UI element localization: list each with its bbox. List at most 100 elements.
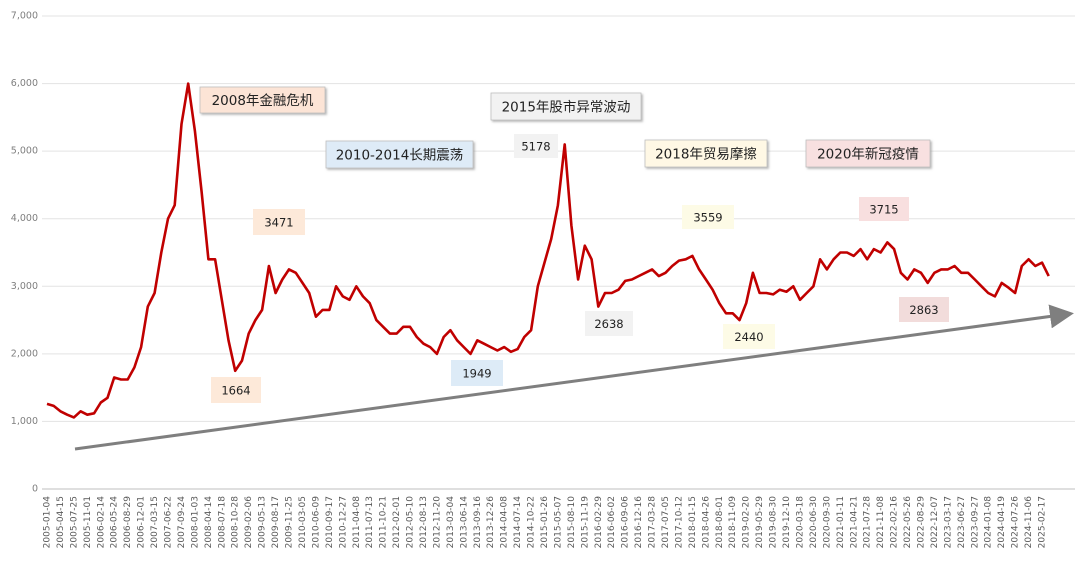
x-tick-label: 2013-03-04 xyxy=(446,496,456,549)
x-tick-label: 2024-11-06 xyxy=(1024,496,1034,549)
x-tick-label: 2007-03-15 xyxy=(150,496,160,548)
point-label-box xyxy=(682,205,734,229)
point-label-box xyxy=(514,134,558,158)
x-tick-label: 2015-05-07 xyxy=(553,496,563,548)
x-tick-label: 2011-07-13 xyxy=(365,496,375,548)
x-tick-label: 2015-01-26 xyxy=(540,496,550,549)
annotation-text: 2010-2014长期震荡 xyxy=(336,148,464,164)
annotation-box xyxy=(199,86,326,114)
x-tick-label: 2021-11-08 xyxy=(876,496,886,549)
annotation-box xyxy=(805,139,931,168)
x-tick-label: 2006-05-24 xyxy=(110,496,120,549)
x-tick-label: 2010-12-27 xyxy=(338,496,348,548)
x-tick-label: 2020-09-30 xyxy=(822,496,832,549)
x-tick-label: 2012-05-10 xyxy=(406,496,416,549)
x-tick-label: 2018-11-09 xyxy=(728,496,738,549)
x-tick-label: 2014-07-14 xyxy=(513,496,523,549)
x-tick-label: 2008-04-14 xyxy=(204,496,214,549)
x-tick-label: 2006-12-01 xyxy=(137,496,147,548)
point-label-box xyxy=(585,311,633,336)
y-tick-label: 0 xyxy=(32,484,38,495)
x-tick-label: 2019-08-30 xyxy=(769,496,779,549)
point-label: 3715 xyxy=(869,203,898,217)
annotations: 2008年金融危机 2010-2014长期震荡 2015年股市异常波动 2018年贸易… xyxy=(199,86,949,403)
point-label-box xyxy=(451,360,503,386)
x-tick-label: 2005-04-15 xyxy=(56,496,66,548)
x-tick-label: 2006-08-29 xyxy=(123,496,133,549)
x-tick-label: 2023-09-27 xyxy=(970,496,980,548)
x-tick-label: 2021-04-21 xyxy=(849,496,859,548)
x-tick-label: 2023-06-27 xyxy=(957,496,967,548)
point-label-box xyxy=(253,209,305,235)
x-tick-label: 2019-02-20 xyxy=(742,496,752,549)
x-tick-label: 2009-05-13 xyxy=(258,496,268,548)
x-tick-label: 2013-09-16 xyxy=(473,496,483,549)
point-label: 2638 xyxy=(594,317,623,331)
x-tick-label: 2016-06-02 xyxy=(607,496,617,548)
y-tick-label: 5,000 xyxy=(11,146,38,157)
y-tick-label: 6,000 xyxy=(11,78,38,89)
x-tick-label: 2007-09-24 xyxy=(177,496,187,549)
x-tick-label: 2011-10-21 xyxy=(379,496,389,548)
annotation-text: 2018年贸易摩擦 xyxy=(655,146,757,163)
x-tick-label: 2014-04-08 xyxy=(500,496,510,549)
y-tick-label: 2,000 xyxy=(11,348,38,359)
x-tick-label: 2025-02-17 xyxy=(1038,496,1048,548)
point-label-box xyxy=(211,377,261,403)
x-tick-label: 2021-07-28 xyxy=(863,496,873,549)
x-tick-label: 2015-11-19 xyxy=(580,496,590,549)
trend-arrow xyxy=(74,304,1074,451)
x-tick-label: 2019-12-10 xyxy=(782,496,792,549)
x-tick-label: 2024-01-08 xyxy=(984,496,994,549)
x-tick-label: 2009-08-17 xyxy=(271,496,281,548)
x-tick-label: 2009-11-25 xyxy=(285,496,295,548)
y-tick-label: 4,000 xyxy=(11,213,38,224)
y-tick-label: 1,000 xyxy=(11,416,38,427)
x-tick-label: 2008-10-28 xyxy=(231,496,241,549)
point-label: 5178 xyxy=(521,140,550,154)
plot xyxy=(46,82,1050,419)
point-label: 1664 xyxy=(221,384,250,398)
annotation-box xyxy=(490,92,642,121)
x-tick-label: 2022-12-07 xyxy=(930,496,940,548)
x-tick-label: 2008-07-18 xyxy=(217,496,227,549)
x-tick-label: 2010-03-05 xyxy=(298,496,308,548)
annotation-text: 2015年股市异常波动 xyxy=(502,99,631,116)
x-tick-label: 2022-05-26 xyxy=(903,496,913,549)
x-tick-label: 2024-04-19 xyxy=(997,496,1007,549)
x-tick-label: 2009-02-06 xyxy=(244,496,254,549)
x-tick-label: 2008-01-03 xyxy=(190,496,200,548)
annotation-box xyxy=(325,140,474,169)
point-label-box xyxy=(899,297,949,322)
x-tick-label: 2018-04-26 xyxy=(701,496,711,549)
point-label: 3559 xyxy=(693,211,722,225)
x-tick-label: 2012-02-01 xyxy=(392,496,402,548)
point-label: 2440 xyxy=(734,330,763,344)
x-tick-label: 2017-07-05 xyxy=(661,496,671,548)
annotation-box xyxy=(644,139,768,168)
x-tick-label: 2010-09-17 xyxy=(325,496,335,548)
point-label: 3471 xyxy=(264,216,293,230)
x-tick-label: 2005-11-01 xyxy=(83,496,93,548)
x-tick-label: 2013-06-14 xyxy=(459,496,469,549)
x-tick-label: 2016-02-29 xyxy=(594,496,604,549)
x-tick-label: 2022-02-16 xyxy=(890,496,900,549)
x-tick-label: 2012-11-20 xyxy=(432,496,442,549)
index-line xyxy=(46,82,1050,419)
x-tick-label: 2014-10-22 xyxy=(527,496,537,548)
point-label-box xyxy=(723,324,775,349)
x-axis-labels: 2005-01-04 2005-04-15 2005-07-25 2005-11-01… xyxy=(43,496,1048,549)
x-tick-label: 2016-09-06 xyxy=(621,496,631,549)
x-tick-label: 2010-06-09 xyxy=(311,496,321,549)
point-label: 1949 xyxy=(462,367,491,381)
x-tick-label: 2011-04-08 xyxy=(352,496,362,549)
annotation-text: 2020年新冠疫情 xyxy=(817,147,919,163)
point-label-box xyxy=(859,197,909,221)
annotation-text: 2008年金融危机 xyxy=(212,93,314,109)
y-tick-label: 3,000 xyxy=(11,281,38,292)
x-tick-label: 2024-07-26 xyxy=(1011,496,1021,549)
x-tick-label: 2023-03-17 xyxy=(943,496,953,548)
grid: 0 1,000 2,000 3,000 4,000 5,000 6,000 7,000 xyxy=(11,11,1075,495)
x-tick-label: 2021-01-11 xyxy=(836,496,846,548)
